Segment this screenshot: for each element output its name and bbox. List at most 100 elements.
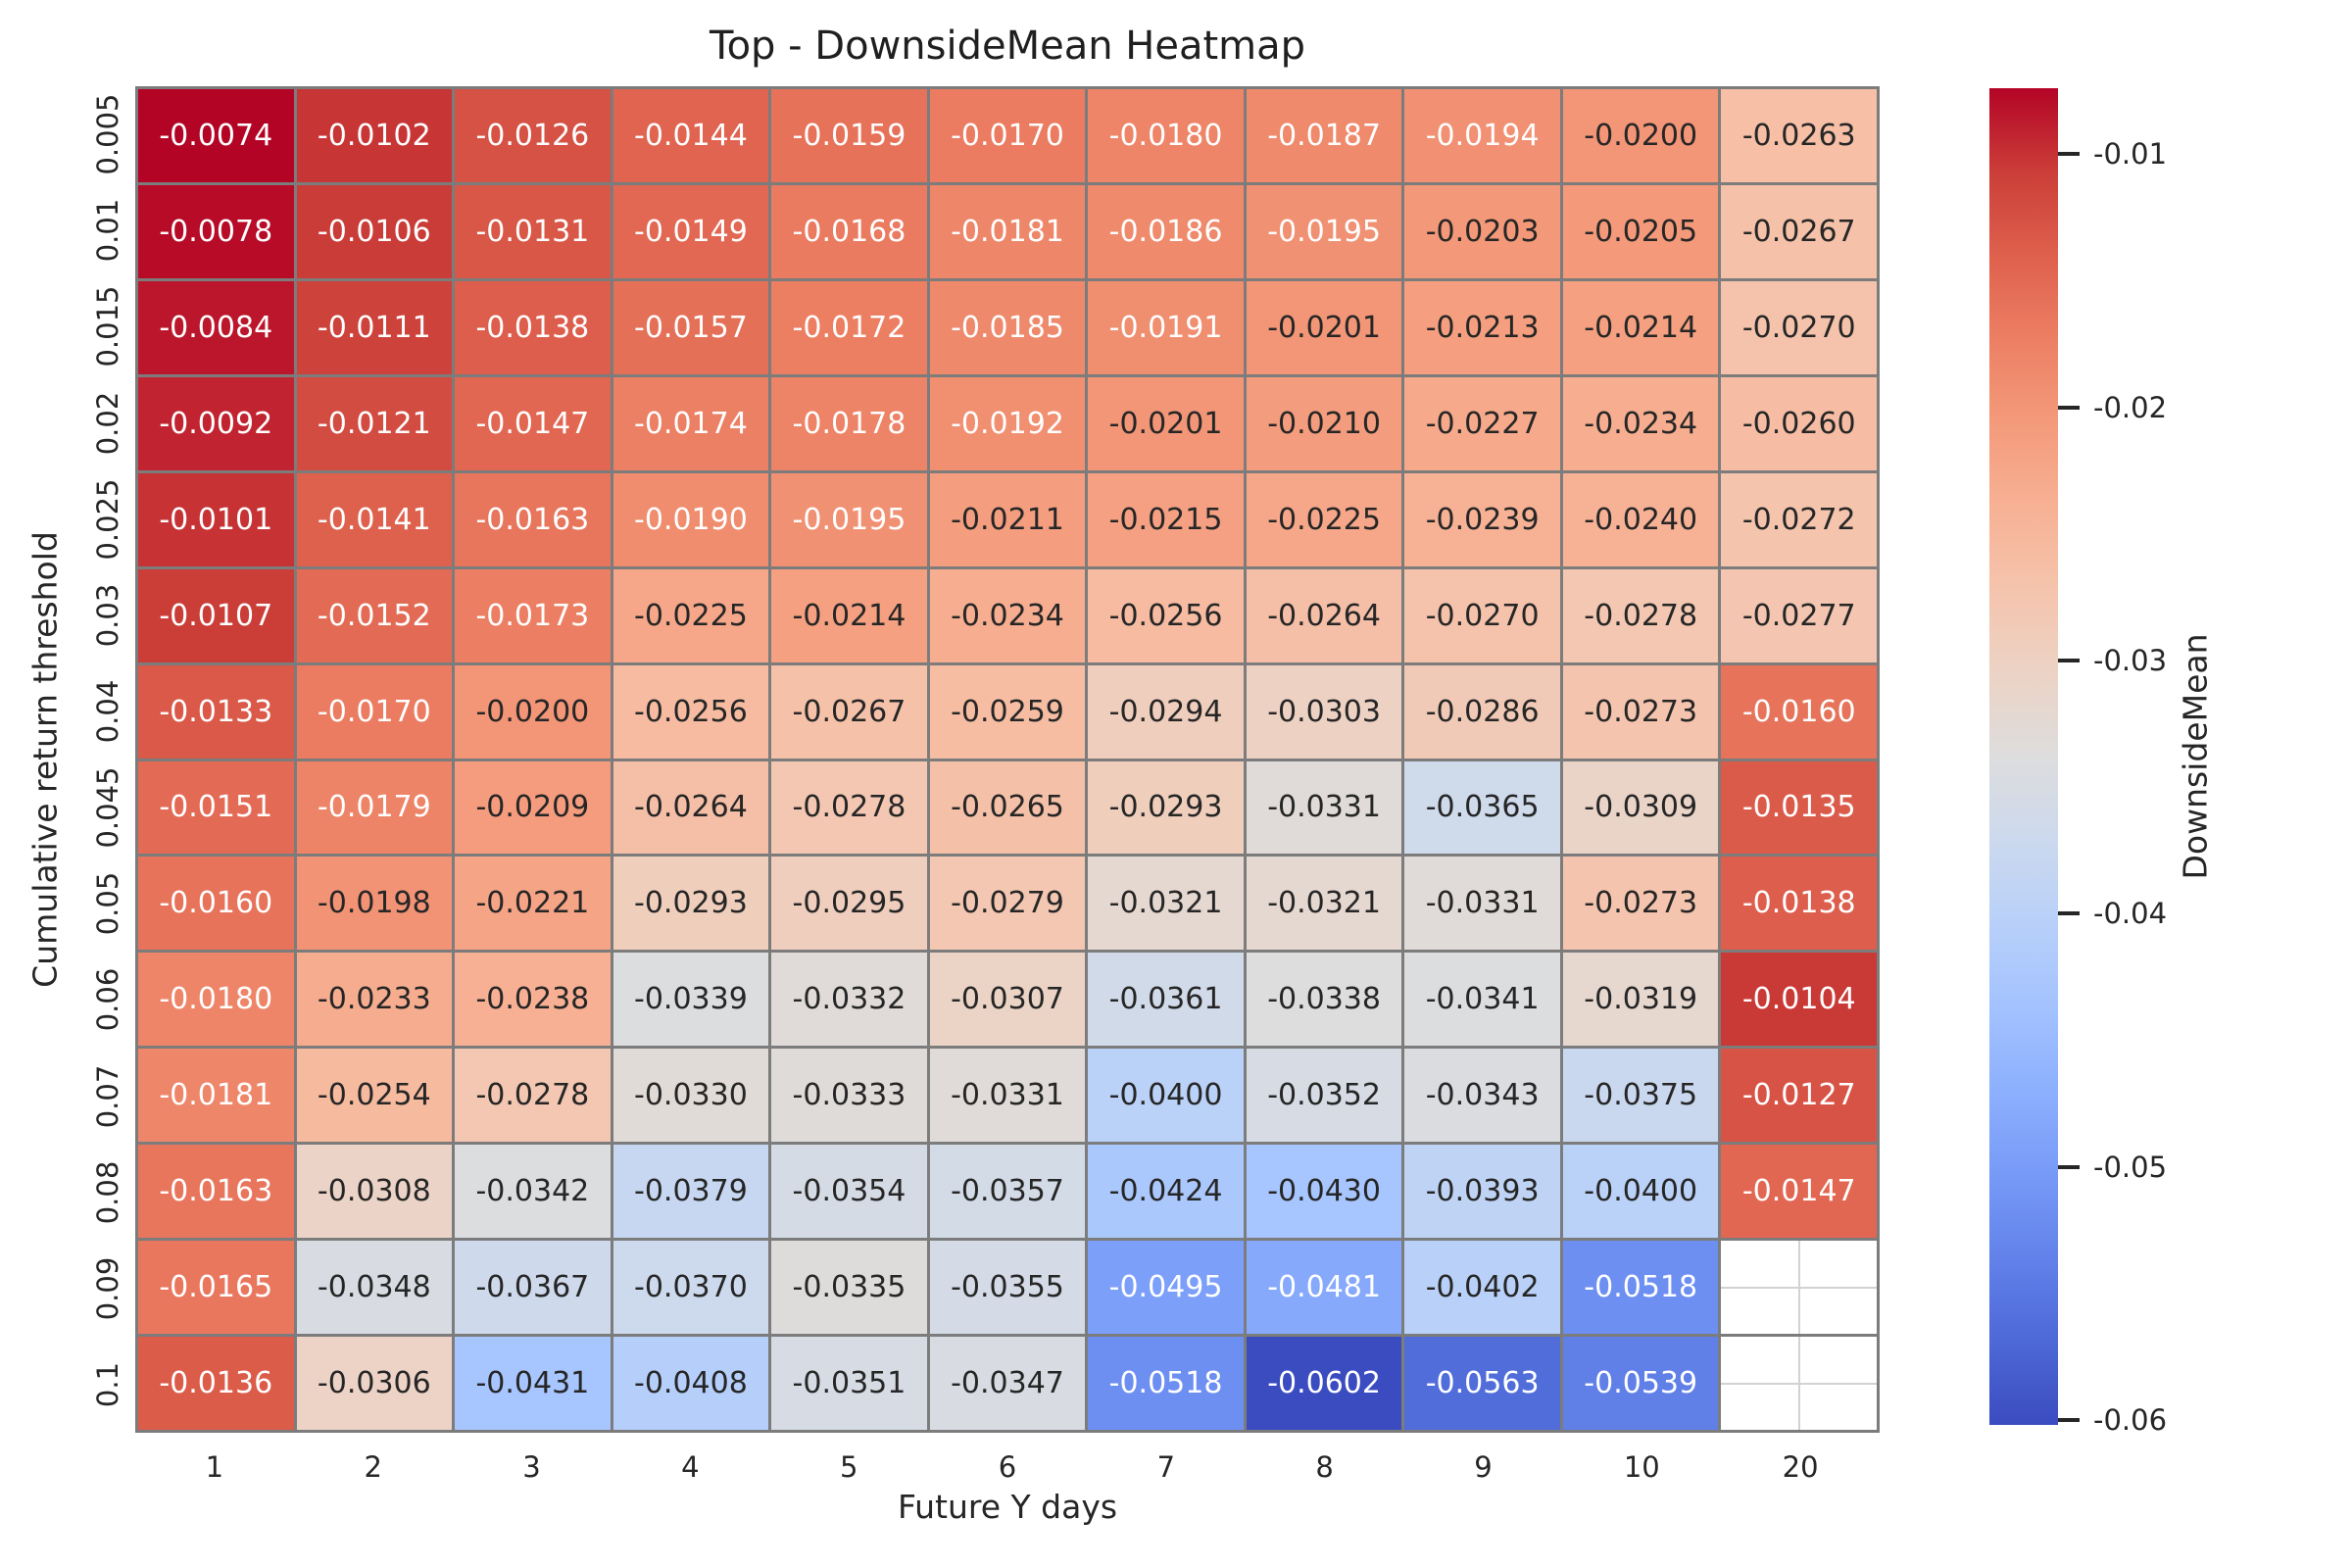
colorbar-label: DownsideMean — [2176, 633, 2215, 880]
y-tick-label: 0.045 — [91, 766, 124, 849]
heatmap-cell: -0.0294 — [1088, 664, 1244, 759]
heatmap-cell: -0.0354 — [771, 1145, 927, 1239]
heatmap-cell: -0.0332 — [771, 953, 927, 1047]
heatmap-cell: -0.0402 — [1404, 1241, 1560, 1335]
heatmap-cell: -0.0133 — [138, 664, 294, 759]
colorbar-tick-mark — [2058, 1164, 2080, 1169]
heatmap-cell: -0.0278 — [1562, 568, 1719, 662]
y-tick-label: 0.1 — [91, 1361, 124, 1407]
heatmap-cell: -0.0138 — [455, 280, 611, 374]
x-tick-label: 2 — [364, 1450, 382, 1484]
x-tick-label: 7 — [1156, 1450, 1176, 1484]
x-tick-label: 10 — [1623, 1450, 1660, 1484]
x-tick-label: 1 — [205, 1450, 224, 1484]
heatmap-cell: -0.0338 — [1246, 953, 1402, 1047]
y-tick-label: 0.07 — [91, 1064, 124, 1128]
heatmap-cell: -0.0430 — [1246, 1145, 1402, 1239]
heatmap-cell: -0.0084 — [138, 280, 294, 374]
heatmap-cell: -0.0178 — [771, 376, 927, 470]
heatmap-cell: -0.0209 — [455, 760, 611, 855]
heatmap-cell: -0.0286 — [1404, 664, 1560, 759]
heatmap-cell: -0.0163 — [138, 1145, 294, 1239]
heatmap-cell: -0.0173 — [455, 568, 611, 662]
heatmap-cell: -0.0136 — [138, 1337, 294, 1430]
heatmap-cell: -0.0272 — [1721, 472, 1877, 566]
heatmap-cell: -0.0205 — [1562, 184, 1719, 278]
heatmap-cell: -0.0400 — [1562, 1145, 1719, 1239]
heatmap-cell: -0.0309 — [1562, 760, 1719, 855]
colorbar-tick-mark — [2058, 658, 2080, 662]
heatmap-cell: -0.0144 — [612, 89, 769, 182]
heatmap-cell: -0.0400 — [1088, 1049, 1244, 1143]
heatmap-cell: -0.0138 — [1721, 857, 1877, 951]
heatmap-cell: -0.0273 — [1562, 664, 1719, 759]
heatmap-cell: -0.0263 — [1721, 89, 1877, 182]
heatmap-cell: -0.0264 — [1246, 568, 1402, 662]
x-tick-label: 20 — [1782, 1450, 1819, 1484]
heatmap-cell: -0.0172 — [771, 280, 927, 374]
heatmap-cell: -0.0308 — [296, 1145, 453, 1239]
heatmap-cell: -0.0211 — [929, 472, 1086, 566]
x-tick-label: 9 — [1474, 1450, 1493, 1484]
heatmap-cell: -0.0539 — [1562, 1337, 1719, 1430]
heatmap-cell: -0.0092 — [138, 376, 294, 470]
colorbar-tick-mark — [2058, 152, 2080, 157]
heatmap-cell: -0.0357 — [929, 1145, 1086, 1239]
colorbar-tick-mark — [2058, 405, 2080, 410]
heatmap-cell: -0.0393 — [1404, 1145, 1560, 1239]
heatmap-cell: -0.0180 — [1088, 89, 1244, 182]
heatmap-cell: -0.0078 — [138, 184, 294, 278]
heatmap-cell: -0.0225 — [1246, 472, 1402, 566]
heatmap-cell: -0.0331 — [929, 1049, 1086, 1143]
heatmap-cell: -0.0210 — [1246, 376, 1402, 470]
heatmap-cell: -0.0181 — [138, 1049, 294, 1143]
y-tick-label: 0.06 — [91, 968, 124, 1032]
heatmap-cell: -0.0192 — [929, 376, 1086, 470]
heatmap-cell: -0.0147 — [1721, 1145, 1877, 1239]
heatmap-cell: -0.0131 — [455, 184, 611, 278]
heatmap-cell: -0.0279 — [929, 857, 1086, 951]
heatmap-cell: -0.0121 — [296, 376, 453, 470]
heatmap-cell: -0.0341 — [1404, 953, 1560, 1047]
heatmap-cell: -0.0179 — [296, 760, 453, 855]
heatmap-cell: -0.0481 — [1246, 1241, 1402, 1335]
heatmap-cell: -0.0518 — [1088, 1337, 1244, 1430]
y-tick-label: 0.05 — [91, 871, 124, 936]
heatmap-cell: -0.0239 — [1404, 472, 1560, 566]
heatmap-cell: -0.0259 — [929, 664, 1086, 759]
heatmap-cell: -0.0265 — [929, 760, 1086, 855]
heatmap-cell: -0.0227 — [1404, 376, 1560, 470]
heatmap-cell: -0.0295 — [771, 857, 927, 951]
heatmap-cell: -0.0303 — [1246, 664, 1402, 759]
heatmap-cell: -0.0367 — [455, 1241, 611, 1335]
heatmap-cell: -0.0307 — [929, 953, 1086, 1047]
heatmap-cell: -0.0234 — [929, 568, 1086, 662]
heatmap-cell: -0.0165 — [138, 1241, 294, 1335]
heatmap-cell: -0.0331 — [1246, 760, 1402, 855]
colorbar-tick-label: -0.04 — [2093, 897, 2168, 931]
heatmap-cell: -0.0214 — [1562, 280, 1719, 374]
heatmap-cell: -0.0200 — [455, 664, 611, 759]
colorbar-tick-mark — [2058, 1417, 2080, 1422]
heatmap-cell: -0.0238 — [455, 953, 611, 1047]
heatmap-cell: -0.0201 — [1088, 376, 1244, 470]
x-tick-label: 6 — [998, 1450, 1017, 1484]
heatmap-cell: -0.0293 — [612, 857, 769, 951]
heatmap-cell: -0.0351 — [771, 1337, 927, 1430]
heatmap-cell: -0.0424 — [1088, 1145, 1244, 1239]
heatmap-cell: -0.0321 — [1246, 857, 1402, 951]
heatmap-cell: -0.0335 — [771, 1241, 927, 1335]
heatmap-cell: -0.0333 — [771, 1049, 927, 1143]
heatmap-cell: -0.0170 — [296, 664, 453, 759]
heatmap-cell: -0.0375 — [1562, 1049, 1719, 1143]
heatmap-cell: -0.0127 — [1721, 1049, 1877, 1143]
heatmap-cell: -0.0160 — [1721, 664, 1877, 759]
heatmap-cell: -0.0365 — [1404, 760, 1560, 855]
y-tick-label: 0.08 — [91, 1160, 124, 1224]
heatmap-cell: -0.0195 — [771, 472, 927, 566]
heatmap-cell: -0.0563 — [1404, 1337, 1560, 1430]
x-tick-label: 5 — [839, 1450, 858, 1484]
x-axis-label: Future Y days — [897, 1488, 1118, 1526]
heatmap-cell: -0.0203 — [1404, 184, 1560, 278]
